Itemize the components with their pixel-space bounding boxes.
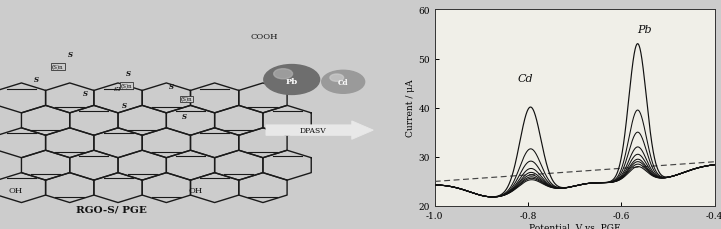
Text: S: S [169,83,174,91]
Text: S: S [84,90,88,98]
Text: Cd: Cd [518,74,534,84]
Text: Cd: Cd [338,79,348,87]
Text: S: S [122,101,127,109]
Circle shape [274,69,293,79]
Text: (S)n: (S)n [181,97,193,102]
Text: Pb: Pb [286,77,298,85]
Text: ST: ST [114,87,122,92]
Text: COOH: COOH [251,33,278,41]
Text: RGO-S/ PGE: RGO-S/ PGE [76,205,147,214]
Text: OH: OH [189,186,203,194]
Text: S: S [68,51,74,59]
Circle shape [322,71,365,94]
Text: (S)n: (S)n [52,65,63,70]
Text: DPASV: DPASV [300,127,327,134]
Circle shape [330,75,344,82]
FancyArrow shape [266,121,373,140]
Text: S: S [182,113,187,121]
Y-axis label: Current / μA: Current / μA [407,79,415,137]
X-axis label: Potential  V vs. PGE: Potential V vs. PGE [528,223,621,229]
Text: S: S [34,76,39,84]
Text: Pb: Pb [637,25,652,35]
Text: S: S [126,69,131,77]
Circle shape [264,65,319,95]
Text: OH: OH [9,186,23,194]
Text: (S)n: (S)n [120,83,133,88]
